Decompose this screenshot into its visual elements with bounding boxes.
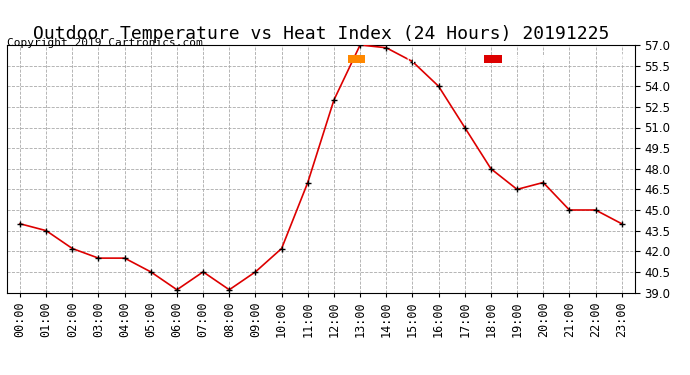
Legend: Heat Index  (°F), Temperature  (°F): Heat Index (°F), Temperature (°F) (346, 51, 629, 69)
Text: Copyright 2019 Cartronics.com: Copyright 2019 Cartronics.com (7, 38, 203, 48)
Title: Outdoor Temperature vs Heat Index (24 Hours) 20191225: Outdoor Temperature vs Heat Index (24 Ho… (32, 26, 609, 44)
